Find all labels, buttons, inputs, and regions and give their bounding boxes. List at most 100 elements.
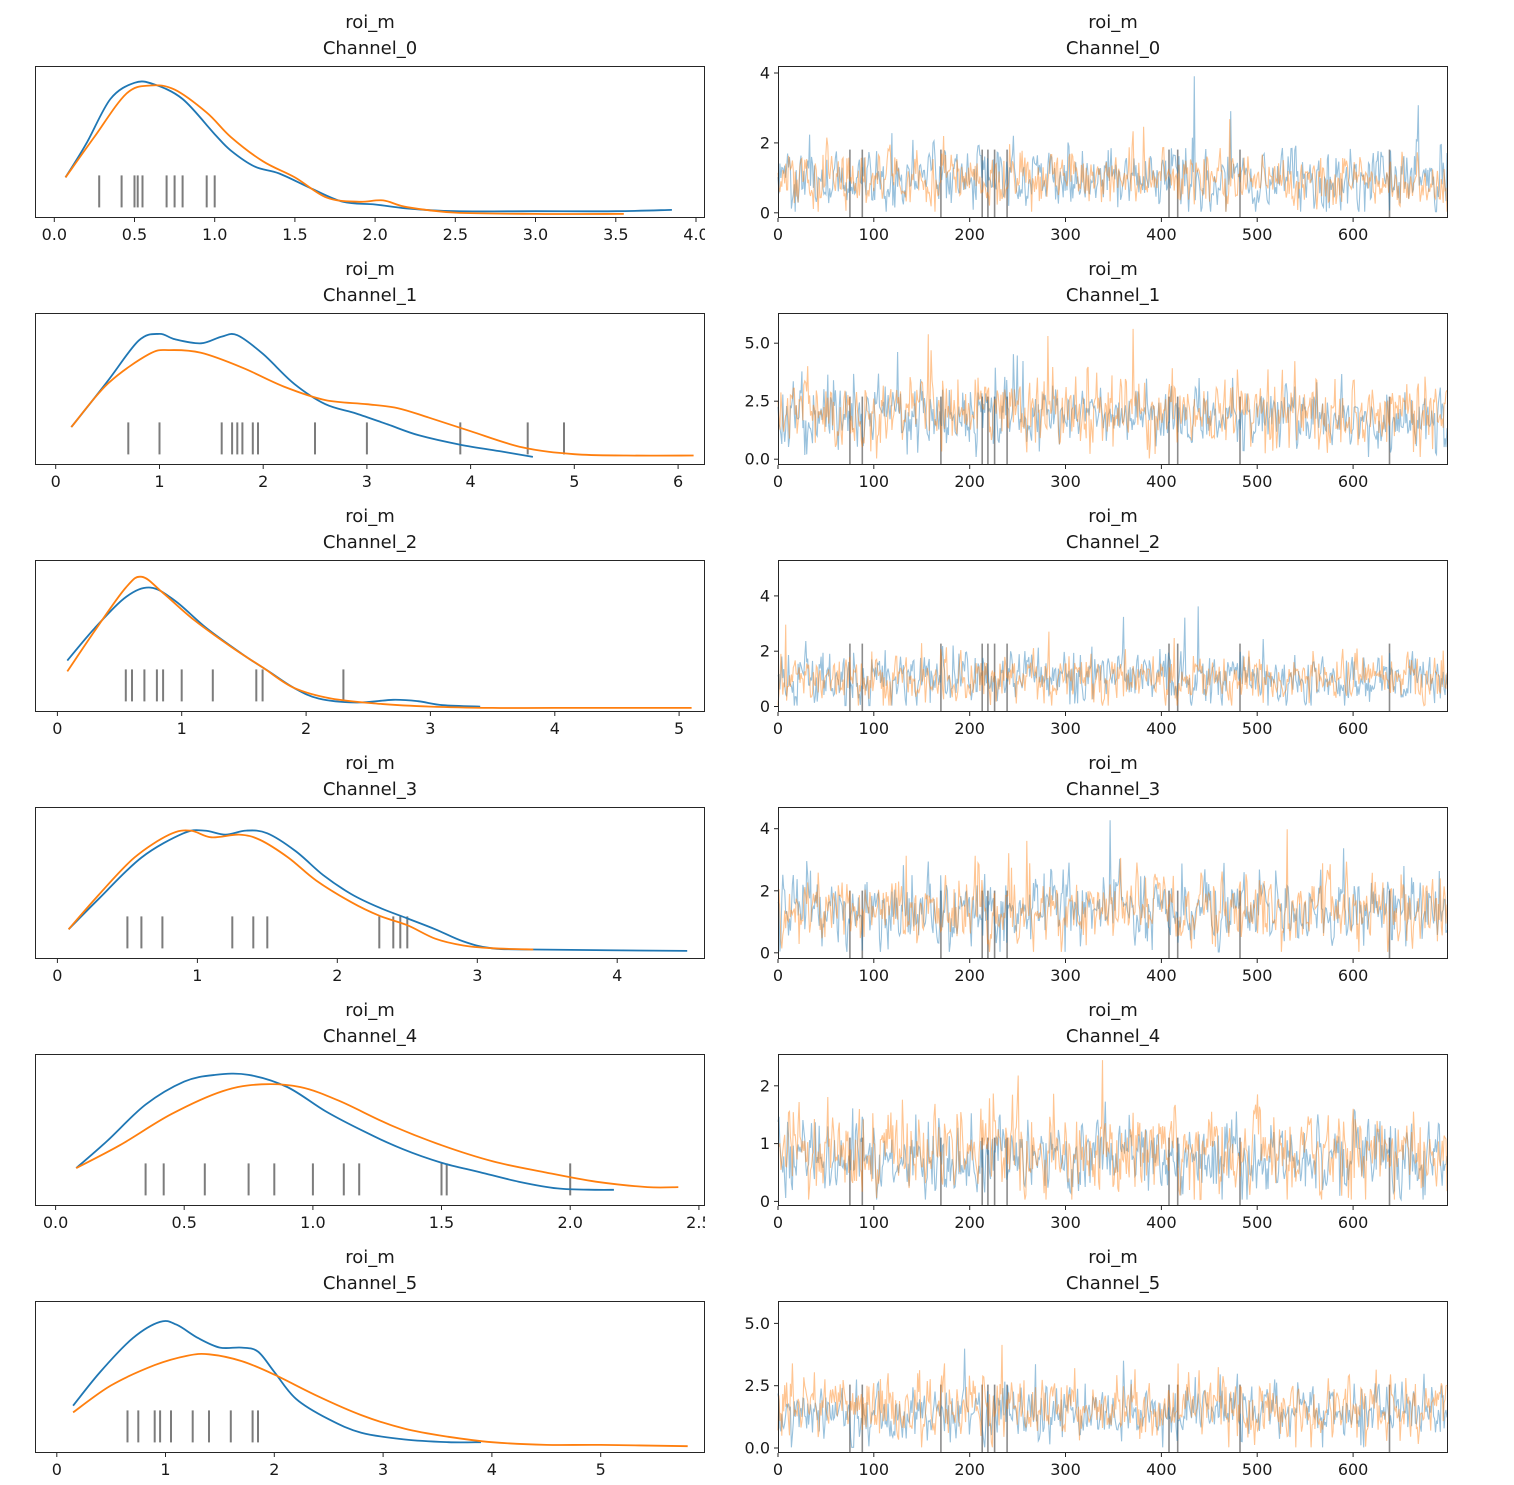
plot-title-line1: roi_m	[345, 1000, 395, 1021]
kde-panel-channel-5: roi_m Channel_5 0 1 2 3 4 5 6	[35, 1235, 705, 1485]
svg-text:2.0: 2.0	[557, 1213, 582, 1232]
svg-text:0.0: 0.0	[42, 225, 67, 244]
svg-text:0.5: 0.5	[171, 1213, 196, 1232]
svg-text:100: 100	[859, 472, 890, 491]
svg-text:0.0: 0.0	[43, 1213, 68, 1232]
svg-text:300: 300	[1050, 225, 1081, 244]
svg-text:200: 200	[954, 719, 985, 738]
svg-text:100: 100	[859, 225, 890, 244]
svg-text:0: 0	[52, 719, 62, 738]
plot-canvas: 0.0 0.5 1.0 1.5 2.0 2.5 3.0 3.5 4.0	[35, 66, 705, 244]
svg-text:300: 300	[1050, 1460, 1081, 1479]
plot-title-line1: roi_m	[1088, 1000, 1138, 1021]
svg-text:500: 500	[1242, 1460, 1273, 1479]
svg-text:1: 1	[160, 1460, 170, 1479]
plot-title-line1: roi_m	[1088, 1247, 1138, 1268]
svg-text:500: 500	[1242, 719, 1273, 738]
svg-text:2: 2	[760, 881, 770, 900]
plot-canvas: 0.0 0.5 1.0 1.5 2.0 2.5	[35, 1054, 705, 1232]
svg-text:600: 600	[1338, 472, 1369, 491]
svg-text:0.0: 0.0	[745, 450, 770, 469]
plot-title: roi_m Channel_0	[733, 10, 1448, 62]
svg-text:500: 500	[1242, 966, 1273, 985]
svg-text:1: 1	[760, 1134, 770, 1153]
plot-title-line1: roi_m	[345, 1247, 395, 1268]
plot-title-line2: Channel_3	[1065, 779, 1161, 800]
svg-text:400: 400	[1146, 472, 1177, 491]
svg-text:100: 100	[859, 966, 890, 985]
svg-text:3: 3	[472, 966, 482, 985]
plot-title-line1: roi_m	[1088, 506, 1138, 527]
svg-text:3.5: 3.5	[603, 225, 628, 244]
plot-title-line2: Channel_3	[322, 779, 418, 800]
plot-canvas: 0 100 200 300 400 500 600 0 2 4	[760, 64, 1448, 244]
plot-title-line1: roi_m	[1088, 259, 1138, 280]
plot-title-line1: roi_m	[345, 12, 395, 33]
svg-text:400: 400	[1146, 1460, 1177, 1479]
svg-text:0.0: 0.0	[745, 1439, 770, 1458]
plot-title: roi_m Channel_3	[733, 751, 1448, 803]
svg-text:200: 200	[954, 1213, 985, 1232]
svg-text:0: 0	[760, 203, 770, 222]
svg-text:300: 300	[1050, 719, 1081, 738]
svg-text:200: 200	[954, 966, 985, 985]
svg-text:5.0: 5.0	[745, 1314, 770, 1333]
timeseries-panel-channel-3: roi_m Channel_3 0 100 200 300 400 500 600 0 2 4	[733, 741, 1448, 991]
svg-text:100: 100	[859, 1460, 890, 1479]
svg-text:0: 0	[773, 1460, 783, 1479]
svg-text:4: 4	[760, 64, 770, 83]
svg-text:0: 0	[773, 1213, 783, 1232]
svg-text:2.5: 2.5	[443, 225, 468, 244]
svg-text:600: 600	[1338, 1460, 1369, 1479]
svg-text:0: 0	[773, 719, 783, 738]
svg-text:5: 5	[674, 719, 684, 738]
plot-canvas: 0 1 2 3 4 5	[35, 560, 705, 738]
svg-text:4: 4	[550, 719, 560, 738]
svg-text:4: 4	[760, 819, 770, 838]
svg-text:600: 600	[1338, 966, 1369, 985]
svg-text:0: 0	[773, 966, 783, 985]
svg-text:100: 100	[859, 1213, 890, 1232]
svg-text:4.0: 4.0	[683, 225, 705, 244]
svg-text:2.0: 2.0	[362, 225, 387, 244]
plot-title-line2: Channel_1	[322, 285, 418, 306]
plot-title: roi_m Channel_2	[733, 504, 1448, 556]
svg-text:0: 0	[52, 966, 62, 985]
svg-text:2.5: 2.5	[745, 392, 770, 411]
plot-title: roi_m Channel_5	[35, 1245, 705, 1297]
plot-title: roi_m Channel_1	[733, 257, 1448, 309]
plot-canvas: 0 1 2 3 4	[35, 807, 705, 985]
svg-text:1.5: 1.5	[429, 1213, 454, 1232]
svg-text:200: 200	[954, 225, 985, 244]
svg-text:3: 3	[425, 719, 435, 738]
plot-title: roi_m Channel_3	[35, 751, 705, 803]
plot-title-line2: Channel_0	[1065, 38, 1161, 59]
plot-canvas: 0 1 2 3 4 5 6	[35, 1301, 705, 1479]
plot-title: roi_m Channel_4	[35, 998, 705, 1050]
svg-text:0.5: 0.5	[122, 225, 147, 244]
plot-title-line2: Channel_4	[1065, 1026, 1161, 1047]
plot-title-line2: Channel_5	[322, 1273, 418, 1294]
svg-text:0: 0	[52, 1460, 62, 1479]
timeseries-panel-channel-0: roi_m Channel_0 0 100 200 300 400 500 600 0 2 4	[733, 0, 1448, 250]
svg-text:2.5: 2.5	[745, 1376, 770, 1395]
svg-text:400: 400	[1146, 225, 1177, 244]
svg-text:2.5: 2.5	[686, 1213, 705, 1232]
plot-title-line1: roi_m	[345, 506, 395, 527]
svg-text:1: 1	[154, 472, 164, 491]
svg-text:5: 5	[596, 1460, 606, 1479]
svg-text:2: 2	[760, 642, 770, 661]
plot-title-line2: Channel_5	[1065, 1273, 1161, 1294]
svg-text:4: 4	[466, 472, 476, 491]
plot-title-line2: Channel_2	[1065, 532, 1161, 553]
svg-text:2: 2	[269, 1460, 279, 1479]
plot-title-line1: roi_m	[1088, 12, 1138, 33]
svg-text:2: 2	[760, 133, 770, 152]
svg-text:500: 500	[1242, 1213, 1273, 1232]
timeseries-panel-channel-1: roi_m Channel_1 0 100 200 300 400 500 600 0.0 2.…	[733, 247, 1448, 497]
svg-text:4: 4	[760, 586, 770, 605]
kde-panel-channel-2: roi_m Channel_2 0 1 2 3 4 5	[35, 494, 705, 744]
svg-text:200: 200	[954, 472, 985, 491]
svg-text:1.0: 1.0	[202, 225, 227, 244]
svg-text:0: 0	[773, 472, 783, 491]
